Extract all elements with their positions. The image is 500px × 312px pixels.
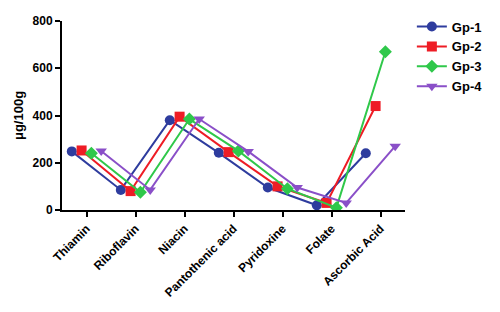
svg-text:400: 400: [33, 109, 53, 123]
svg-text:μg/100g: μg/100g: [11, 91, 26, 140]
svg-text:Riboflavin: Riboflavin: [91, 222, 142, 273]
svg-text:600: 600: [33, 61, 53, 75]
svg-text:800: 800: [33, 14, 53, 28]
svg-text:200: 200: [33, 156, 53, 170]
svg-text:Thiamin: Thiamin: [50, 222, 92, 264]
svg-text:Gp-3: Gp-3: [452, 59, 482, 74]
svg-text:0: 0: [46, 203, 53, 217]
svg-text:Gp-2: Gp-2: [452, 39, 482, 54]
svg-text:Gp-1: Gp-1: [452, 20, 482, 35]
svg-text:Folate: Folate: [303, 222, 338, 257]
svg-text:Ascorbic Acid: Ascorbic Acid: [320, 222, 387, 289]
svg-text:Gp-4: Gp-4: [452, 79, 482, 94]
svg-text:Pyridoxine: Pyridoxine: [236, 222, 290, 276]
svg-text:Niacin: Niacin: [155, 222, 190, 257]
svg-text:Pantothenic acid: Pantothenic acid: [162, 222, 240, 300]
